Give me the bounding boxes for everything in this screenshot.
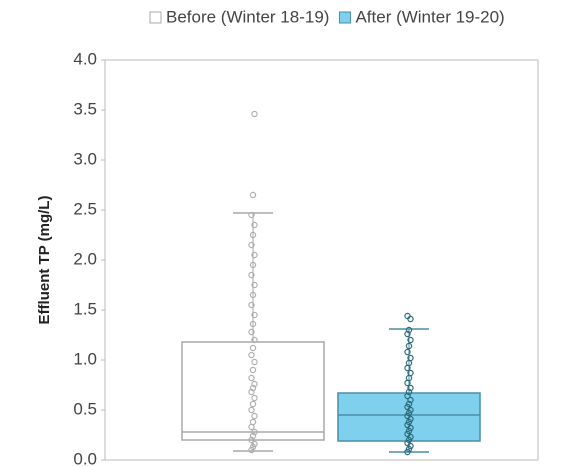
y-tick-label: 0.5: [73, 399, 97, 418]
data-point: [249, 344, 257, 352]
data-point: [251, 428, 258, 436]
data-point: [249, 291, 257, 299]
data-point: [248, 388, 255, 396]
data-point: [248, 328, 255, 336]
data-point: [405, 400, 413, 408]
data-point: [404, 312, 411, 320]
data-point: [248, 301, 255, 309]
data-point: [249, 261, 257, 269]
data-point: [405, 326, 413, 334]
y-tick-label: 2.0: [73, 249, 97, 268]
data-point: [248, 374, 255, 382]
data-point: [249, 432, 257, 440]
data-point: [251, 221, 258, 229]
legend-label: After (Winter 19-20): [355, 7, 504, 26]
data-point: [248, 351, 255, 359]
data-point: [251, 251, 258, 259]
data-point: [249, 320, 257, 328]
data-point: [249, 384, 257, 392]
data-point: [404, 348, 411, 356]
legend-swatch: [338, 11, 351, 24]
data-point: [407, 315, 414, 323]
data-point: [407, 369, 414, 377]
data-point: [248, 241, 255, 249]
data-point: [249, 191, 257, 199]
data-point: [405, 342, 413, 350]
data-point: [249, 231, 257, 239]
data-point: [249, 418, 257, 426]
data-point: [407, 396, 414, 404]
y-tick-label: 0.0: [73, 449, 97, 467]
legend-swatch: [149, 11, 162, 24]
data-point: [251, 336, 258, 344]
data-point: [404, 392, 411, 400]
y-tick-label: 1.0: [73, 349, 97, 368]
data-point: [407, 384, 414, 392]
data-point: [407, 336, 414, 344]
y-axis-label: Effluent TP (mg/L): [36, 196, 53, 325]
legend-label: Before (Winter 18-19): [166, 7, 329, 26]
data-point: [248, 271, 255, 279]
data-point: [248, 211, 255, 219]
data-point: [405, 388, 413, 396]
data-point: [251, 440, 258, 448]
data-point: [404, 330, 411, 338]
data-point: [251, 380, 258, 388]
data-point: [249, 400, 257, 408]
data-point: [251, 281, 258, 289]
y-tick-label: 1.5: [73, 299, 97, 318]
data-point: [248, 436, 255, 444]
data-point: [249, 366, 257, 374]
y-tick-label: 3.5: [73, 99, 97, 118]
y-tick-label: 4.0: [73, 49, 97, 68]
data-point: [251, 311, 258, 319]
data-point: [251, 394, 258, 402]
y-tick-label: 2.5: [73, 199, 97, 218]
data-point: [251, 358, 258, 366]
data-point: [251, 412, 258, 420]
data-point: [251, 110, 258, 118]
data-point: [248, 406, 255, 414]
y-tick-label: 3.0: [73, 149, 97, 168]
data-point: [407, 354, 414, 362]
